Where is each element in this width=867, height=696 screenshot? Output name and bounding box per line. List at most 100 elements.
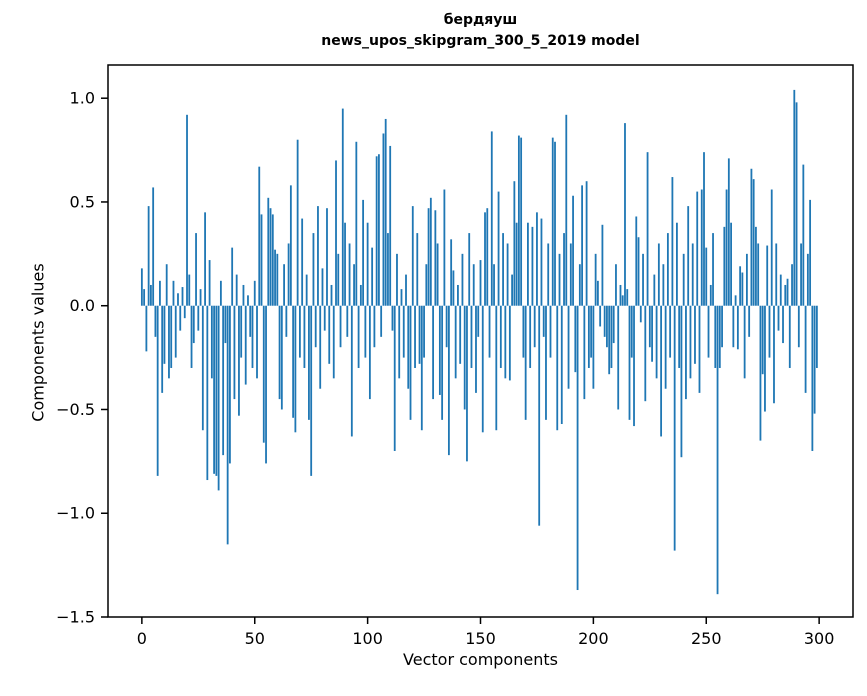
- bar: [488, 305, 491, 358]
- bar: [497, 191, 500, 306]
- bar: [400, 289, 403, 306]
- bar: [569, 243, 572, 306]
- bar: [382, 133, 385, 306]
- bar: [793, 89, 796, 306]
- bar: [219, 280, 222, 306]
- bar: [797, 305, 800, 348]
- bar: [671, 177, 674, 306]
- bar: [181, 287, 184, 306]
- y-tick-labels: 1.0 0.5 0.0 −0.5 −1.0 −1.5: [56, 89, 95, 627]
- bar: [172, 280, 175, 306]
- bar: [698, 305, 701, 393]
- bar: [337, 253, 340, 306]
- bar: [303, 305, 306, 368]
- bar: [224, 305, 227, 344]
- bar: [655, 305, 658, 379]
- bar: [745, 253, 748, 306]
- bar: [576, 305, 579, 591]
- svg-text:0.5: 0.5: [70, 192, 95, 211]
- bar: [353, 264, 355, 306]
- bar: [560, 305, 563, 425]
- bar: [387, 233, 389, 306]
- bar: [168, 305, 170, 379]
- bar: [608, 305, 611, 375]
- bar: [305, 274, 308, 306]
- bar: [240, 305, 243, 358]
- bar: [145, 305, 148, 352]
- bar: [621, 295, 624, 306]
- bar: [140, 268, 143, 306]
- bar: [520, 137, 523, 306]
- bar: [190, 305, 193, 368]
- bar: [429, 197, 432, 306]
- bar: [730, 222, 732, 306]
- bar: [712, 233, 714, 306]
- bar: [163, 305, 166, 364]
- bar: [199, 289, 202, 306]
- bar: [192, 305, 195, 344]
- bar: [815, 305, 818, 368]
- bar: [657, 243, 660, 306]
- bar: [766, 245, 769, 306]
- bar: [490, 131, 493, 306]
- x-ticks: [141, 617, 820, 624]
- bar: [536, 212, 538, 306]
- bar: [380, 305, 383, 337]
- bar: [590, 305, 593, 358]
- bar: [757, 243, 760, 306]
- bar: [310, 305, 313, 476]
- bar: [615, 264, 617, 306]
- bar: [484, 212, 486, 306]
- bar: [186, 114, 188, 306]
- bar: [468, 233, 471, 306]
- bar: [630, 305, 633, 358]
- bar: [217, 305, 220, 491]
- bar: [384, 118, 387, 306]
- bars: [140, 89, 818, 595]
- svg-text:1.0: 1.0: [70, 89, 95, 108]
- bar: [565, 114, 568, 306]
- bar: [265, 305, 267, 464]
- bar: [775, 243, 778, 306]
- y-axis-label: Components values: [28, 263, 48, 422]
- bar: [459, 305, 462, 364]
- bar: [445, 305, 448, 348]
- svg-text:150: 150: [465, 629, 496, 648]
- bar: [504, 305, 507, 379]
- bar: [174, 305, 177, 358]
- bar: [777, 305, 780, 331]
- bar: [156, 305, 159, 476]
- bar: [788, 305, 791, 368]
- chart-title-line1: бердяуш: [443, 12, 518, 28]
- bar: [405, 274, 407, 306]
- bar: [617, 305, 620, 410]
- bar: [606, 305, 608, 348]
- bar: [378, 154, 380, 306]
- bar: [298, 305, 301, 358]
- bar: [213, 305, 216, 474]
- bar: [159, 280, 161, 306]
- bar: [411, 206, 414, 306]
- bar: [506, 243, 509, 306]
- bar: [669, 305, 672, 358]
- bar: [436, 243, 439, 306]
- bar: [289, 185, 292, 306]
- bar: [420, 305, 423, 431]
- svg-text:−1.0: −1.0: [56, 504, 95, 523]
- bar: [357, 305, 360, 368]
- bar: [330, 284, 333, 306]
- bar: [673, 305, 676, 551]
- svg-text:50: 50: [245, 629, 265, 648]
- bar: [317, 206, 319, 306]
- bar: [477, 305, 480, 337]
- bar: [332, 305, 335, 379]
- svg-text:−0.5: −0.5: [56, 400, 95, 419]
- axes-spines: [107, 64, 854, 618]
- bar: [425, 264, 428, 306]
- chart-title-line2: news_upos_skipgram_300_5_2019 model: [321, 33, 640, 49]
- bar: [784, 284, 787, 306]
- bar: [244, 305, 247, 385]
- bar: [256, 305, 258, 379]
- bar: [666, 233, 669, 306]
- bar: [603, 305, 606, 337]
